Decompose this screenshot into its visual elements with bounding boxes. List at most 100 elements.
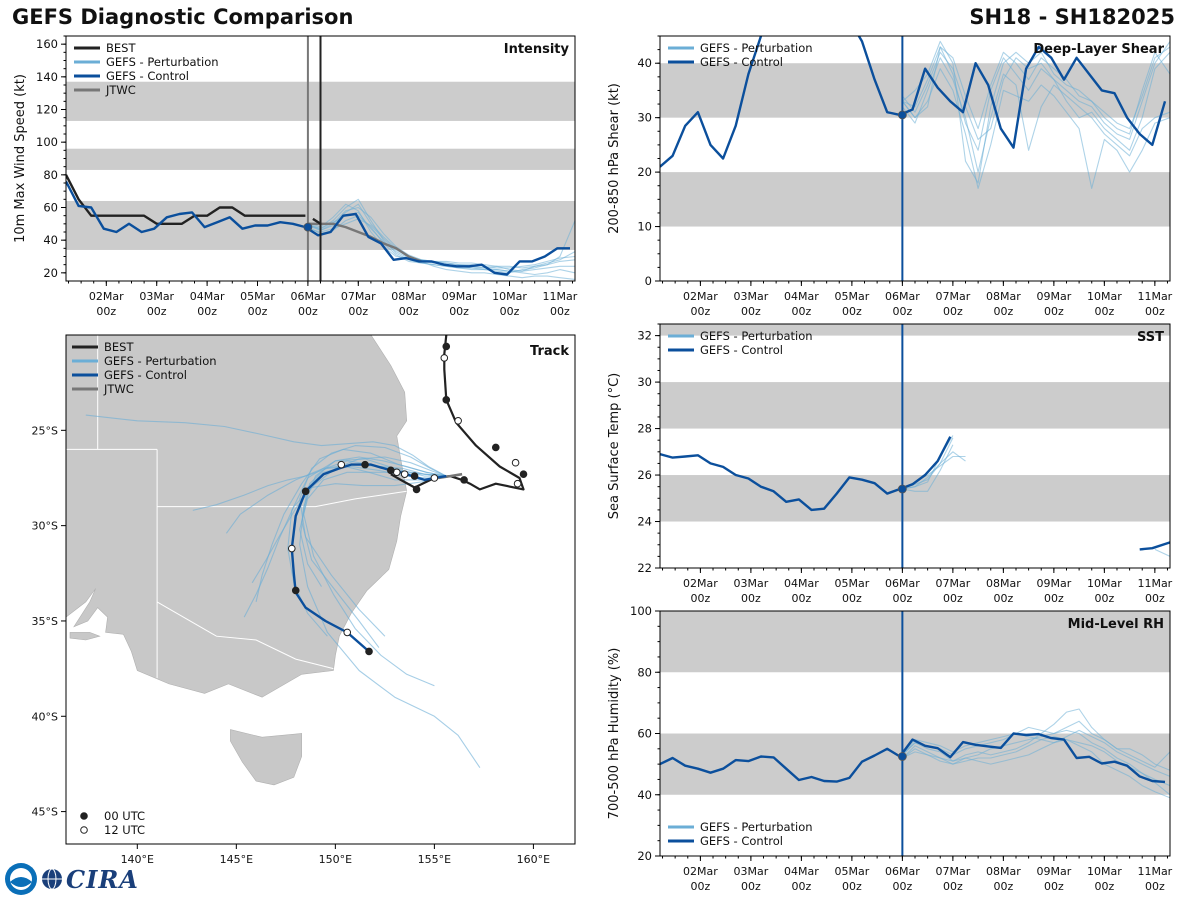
perturbation-track bbox=[85, 414, 447, 477]
lon-tick-label: 145°E bbox=[220, 853, 253, 866]
x-tick-hour: 00z bbox=[842, 592, 862, 605]
track-marker-12utc bbox=[454, 416, 462, 425]
x-tick-hour: 00z bbox=[993, 880, 1013, 893]
x-tick-date: 05Mar bbox=[240, 290, 275, 303]
track-marker-12utc bbox=[440, 354, 449, 362]
y-tick-label: 80 bbox=[637, 665, 652, 679]
x-tick-date: 07Mar bbox=[935, 577, 970, 590]
lat-tick-label: 35°S bbox=[32, 615, 58, 628]
series-perturbation bbox=[901, 68, 1170, 189]
y-tick-label: 40 bbox=[43, 233, 58, 247]
x-tick-hour: 00z bbox=[741, 592, 761, 605]
y-axis-label: 700-500 hPa Humidity (%) bbox=[607, 648, 622, 820]
x-tick-hour: 00z bbox=[96, 305, 116, 318]
state-border bbox=[156, 601, 334, 670]
series-perturbation bbox=[902, 46, 1170, 130]
x-tick-hour: 00z bbox=[842, 880, 862, 893]
track-marker-00utc bbox=[387, 466, 395, 475]
x-tick-date: 03Mar bbox=[734, 290, 769, 303]
y-tick-label: 140 bbox=[36, 70, 58, 84]
x-tick-date: 02Mar bbox=[683, 290, 718, 303]
panel-title: Track bbox=[530, 344, 569, 359]
legend-label: JTWC bbox=[103, 382, 134, 396]
x-tick-date: 05Mar bbox=[834, 577, 869, 590]
x-tick-date: 10Mar bbox=[1087, 865, 1122, 878]
y-tick-label: 32 bbox=[637, 329, 652, 343]
x-tick-hour: 00z bbox=[892, 880, 912, 893]
marker-legend-symbol bbox=[80, 826, 88, 834]
x-tick-date: 04Mar bbox=[784, 290, 819, 303]
x-tick-hour: 00z bbox=[943, 305, 963, 318]
perturbation-track bbox=[251, 456, 447, 584]
legend-label: GEFS - Control bbox=[700, 834, 783, 848]
series-perturbation bbox=[307, 206, 575, 269]
series-control bbox=[1139, 541, 1170, 551]
lon-tick-label: 150°E bbox=[319, 853, 352, 866]
land-mass bbox=[230, 729, 303, 786]
y-tick-label: 20 bbox=[43, 266, 58, 280]
y-tick-label: 100 bbox=[36, 135, 58, 149]
y-tick-label: 80 bbox=[43, 168, 58, 182]
x-tick-hour: 00z bbox=[1145, 305, 1165, 318]
track-marker-12utc bbox=[287, 544, 296, 553]
x-tick-date: 11Mar bbox=[1137, 865, 1172, 878]
x-tick-hour: 00z bbox=[1145, 880, 1165, 893]
x-tick-date: 09Mar bbox=[442, 290, 477, 303]
x-tick-date: 11Mar bbox=[1137, 577, 1172, 590]
x-tick-date: 03Mar bbox=[734, 865, 769, 878]
y-tick-label: 30 bbox=[637, 111, 652, 125]
page-title: GEFS Diagnostic Comparison bbox=[12, 5, 354, 29]
x-tick-hour: 00z bbox=[197, 305, 217, 318]
y-tick-label: 0 bbox=[645, 274, 652, 288]
legend-label: GEFS - Perturbation bbox=[700, 41, 813, 55]
x-tick-date: 06Mar bbox=[291, 290, 326, 303]
x-tick-hour: 00z bbox=[791, 880, 811, 893]
x-tick-hour: 00z bbox=[500, 305, 520, 318]
x-tick-hour: 00z bbox=[691, 880, 711, 893]
track-marker-00utc bbox=[301, 487, 310, 496]
x-tick-date: 05Mar bbox=[834, 865, 869, 878]
track-marker-00utc bbox=[442, 342, 451, 351]
y-tick-label: 60 bbox=[637, 727, 652, 741]
plot-area bbox=[66, 174, 575, 280]
y-tick-label: 24 bbox=[637, 515, 652, 529]
series-perturbation bbox=[901, 729, 1170, 777]
x-tick-hour: 00z bbox=[1044, 305, 1064, 318]
chart-shear: 0 10 20 30 40 02Mar 00z 03Mar 00z 04Mar 00z 05Mar 00… bbox=[607, 35, 1173, 318]
chart-track: 25°S 30°S 35°S 40°S 45°S 140°E 145°E 150°E 155°E… bbox=[32, 334, 576, 866]
panel-title: Mid-Level RH bbox=[1068, 617, 1164, 632]
lon-tick-label: 155°E bbox=[418, 853, 451, 866]
cira-logo: CIRA bbox=[4, 862, 139, 896]
x-tick-date: 10Mar bbox=[1087, 577, 1122, 590]
series-perturbation bbox=[902, 739, 1170, 799]
track-marker-12utc bbox=[343, 628, 352, 637]
x-tick-date: 04Mar bbox=[190, 290, 225, 303]
x-tick-hour: 00z bbox=[892, 592, 912, 605]
plot-frame bbox=[659, 323, 1171, 569]
x-tick-date: 03Mar bbox=[139, 290, 174, 303]
x-tick-hour: 00z bbox=[1094, 305, 1114, 318]
legend-label: GEFS - Control bbox=[104, 368, 187, 382]
x-tick-hour: 00z bbox=[993, 592, 1013, 605]
y-tick-label: 40 bbox=[637, 788, 652, 802]
intensity-band bbox=[660, 611, 1170, 673]
x-tick-date: 08Mar bbox=[986, 577, 1021, 590]
series-perturbation bbox=[1154, 548, 1170, 557]
track-marker-12utc bbox=[511, 458, 520, 467]
chart-intensity: 20 40 60 80 100 120 140 160 02Mar 00z 03Mar 00z 04Ma… bbox=[13, 35, 578, 318]
init-marker bbox=[897, 752, 907, 761]
y-tick-label: 20 bbox=[637, 849, 652, 863]
x-tick-date: 10Mar bbox=[492, 290, 527, 303]
x-tick-date: 07Mar bbox=[935, 290, 970, 303]
lon-tick-label: 160°E bbox=[517, 853, 550, 866]
plot-area bbox=[660, 36, 1170, 189]
x-tick-date: 11Mar bbox=[1137, 290, 1172, 303]
globe-icon bbox=[42, 868, 62, 890]
x-tick-date: 08Mar bbox=[391, 290, 426, 303]
x-tick-date: 06Mar bbox=[885, 865, 920, 878]
x-tick-hour: 00z bbox=[449, 305, 469, 318]
series-control bbox=[660, 732, 1166, 784]
x-tick-date: 02Mar bbox=[683, 865, 718, 878]
x-tick-hour: 00z bbox=[147, 305, 167, 318]
